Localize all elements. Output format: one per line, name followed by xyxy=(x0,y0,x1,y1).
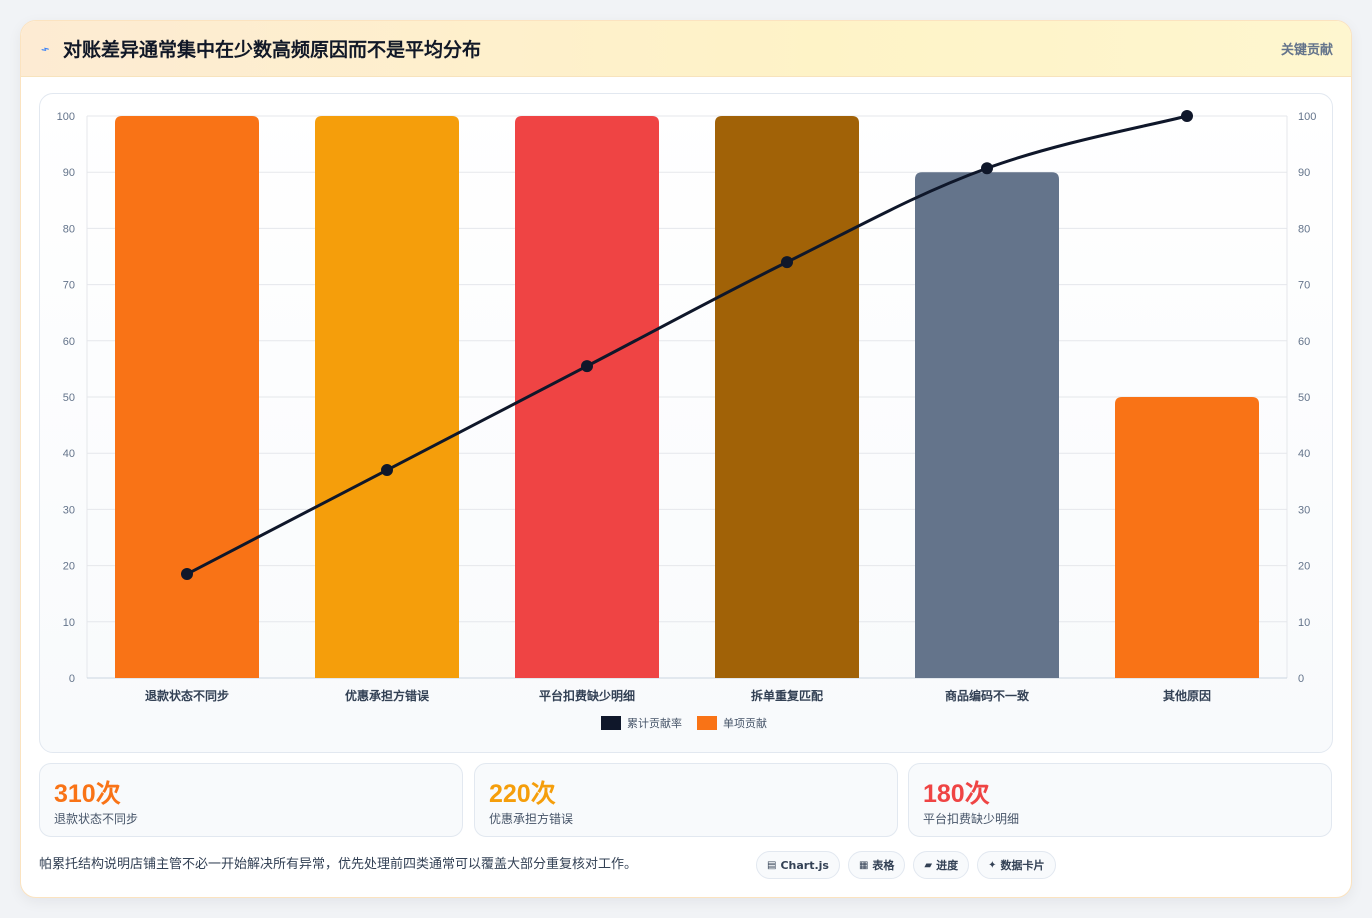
y-tick-label: 100 xyxy=(57,111,75,123)
y2-tick-label: 100 xyxy=(1298,111,1316,123)
pill-label: 进度 xyxy=(936,859,959,872)
title-wrap: ⌁ 对账差异通常集中在少数高频原因而不是平均分布 xyxy=(38,35,482,62)
pill-label: 表格 xyxy=(872,859,895,872)
stat-value: 310次 xyxy=(54,780,121,808)
y-tick-label: 30 xyxy=(63,504,75,516)
stat-card: 220次 优惠承担方错误 xyxy=(474,763,898,837)
stat-label: 平台扣费缺少明细 xyxy=(923,812,1020,826)
chart-icon: ▤ xyxy=(767,859,777,871)
pill-label: 数据卡片 xyxy=(1000,859,1045,872)
y-tick-label: 60 xyxy=(63,336,75,348)
line-point xyxy=(981,162,993,175)
y2-tick-label: 20 xyxy=(1298,561,1310,573)
pill-data-cards[interactable]: ✦ 数据卡片 xyxy=(977,851,1056,879)
x-tick-label: 拆单重复匹配 xyxy=(751,688,823,703)
line-point xyxy=(1181,110,1193,122)
y-tick-label: 50 xyxy=(63,392,75,404)
y-tick-label: 40 xyxy=(63,448,75,460)
y-tick-label: 70 xyxy=(63,280,75,292)
sparkle-icon: ✦ xyxy=(988,859,997,871)
x-tick-label: 其他原因 xyxy=(1163,688,1211,703)
header-tag: 关键贡献 xyxy=(1280,43,1333,58)
bar xyxy=(1115,397,1259,678)
feature-pills: ▤ Chart.js ▦ 表格 ▰ 进度 ✦ 数据卡片 xyxy=(756,851,1056,879)
legend-swatch xyxy=(697,716,717,730)
y-tick-label: 90 xyxy=(63,167,75,179)
y2-tick-label: 10 xyxy=(1298,617,1310,629)
stat-cards: 310次 退款状态不同步 220次 优惠承担方错误 180次 平台扣费缺少明细 xyxy=(39,763,1333,837)
pill-label: Chart.js xyxy=(780,858,829,872)
y2-tick-label: 80 xyxy=(1298,223,1310,235)
y-tick-label: 80 xyxy=(63,223,75,235)
stat-label: 退款状态不同步 xyxy=(54,812,139,826)
page-title: 对账差异通常集中在少数高频原因而不是平均分布 xyxy=(63,39,482,61)
stat-value: 220次 xyxy=(489,780,556,808)
y2-tick-label: 40 xyxy=(1298,448,1310,460)
stat-label: 优惠承担方错误 xyxy=(489,812,574,826)
x-tick-label: 退款状态不同步 xyxy=(145,688,229,703)
stat-card: 310次 退款状态不同步 xyxy=(39,763,463,837)
pill-chartjs[interactable]: ▤ Chart.js xyxy=(756,851,840,879)
pill-progress[interactable]: ▰ 进度 xyxy=(913,851,970,879)
y2-tick-label: 50 xyxy=(1298,392,1310,404)
chart-card: ⌁ 对账差异通常集中在少数高频原因而不是平均分布 关键贡献 0 0 10 10 20 20… xyxy=(20,20,1352,898)
stat-value: 180次 xyxy=(923,780,990,808)
table-icon: ▦ xyxy=(858,859,869,871)
y-tick-label: 10 xyxy=(63,617,75,629)
x-tick-label: 优惠承担方错误 xyxy=(345,688,430,703)
y-tick-label: 20 xyxy=(63,561,75,573)
line-point xyxy=(181,568,193,581)
line-point xyxy=(781,256,793,269)
y2-tick-label: 60 xyxy=(1298,336,1310,348)
bar xyxy=(115,116,259,678)
line-point xyxy=(381,464,393,477)
lightning-icon: ⌁ xyxy=(38,40,53,59)
y2-tick-label: 30 xyxy=(1298,504,1310,516)
bar xyxy=(715,116,859,678)
legend-label: 单项贡献 xyxy=(723,716,767,730)
line-point xyxy=(581,360,593,373)
bar xyxy=(915,172,1059,678)
pareto-chart: 0 0 10 10 20 20 30 30 40 40 50 50 60 60 70 70 80 80 90 90 10… xyxy=(57,110,1316,730)
cumulative-line xyxy=(186,114,1188,576)
chart-panel: 0 0 10 10 20 20 30 30 40 40 50 50 60 60 70 70 80 80 90 90 10… xyxy=(39,93,1333,753)
legend-swatch xyxy=(601,716,621,730)
card-header: ⌁ 对账差异通常集中在少数高频原因而不是平均分布 关键贡献 xyxy=(21,21,1351,77)
legend-label: 累计贡献率 xyxy=(627,716,682,730)
y2-tick-label: 90 xyxy=(1298,167,1310,179)
y2-tick-label: 0 xyxy=(1298,673,1304,685)
bar xyxy=(315,116,459,678)
progress-icon: ▰ xyxy=(924,859,933,871)
pill-table[interactable]: ▦ 表格 xyxy=(847,851,906,879)
stat-card: 180次 平台扣费缺少明细 xyxy=(908,763,1332,837)
y-tick-label: 0 xyxy=(69,673,75,685)
x-tick-label: 商品编码不一致 xyxy=(945,688,1030,703)
footer-note: 帕累托结构说明店铺主管不必一开始解决所有异常，优先处理前四类通常可以覆盖大部分重… xyxy=(39,857,638,872)
x-tick-label: 平台扣费缺少明细 xyxy=(539,688,635,703)
bar xyxy=(515,116,659,678)
y2-tick-label: 70 xyxy=(1298,280,1310,292)
